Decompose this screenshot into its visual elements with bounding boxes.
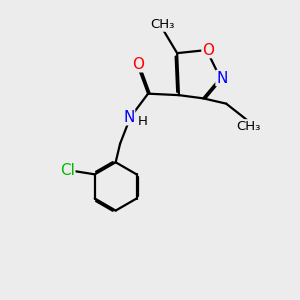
Text: N: N [216,70,227,86]
Text: O: O [202,43,214,58]
Text: N: N [123,110,135,125]
Text: H: H [138,115,148,128]
Text: CH₃: CH₃ [150,18,175,31]
Text: Cl: Cl [60,163,75,178]
Text: O: O [132,57,144,72]
Text: CH₃: CH₃ [236,120,260,133]
